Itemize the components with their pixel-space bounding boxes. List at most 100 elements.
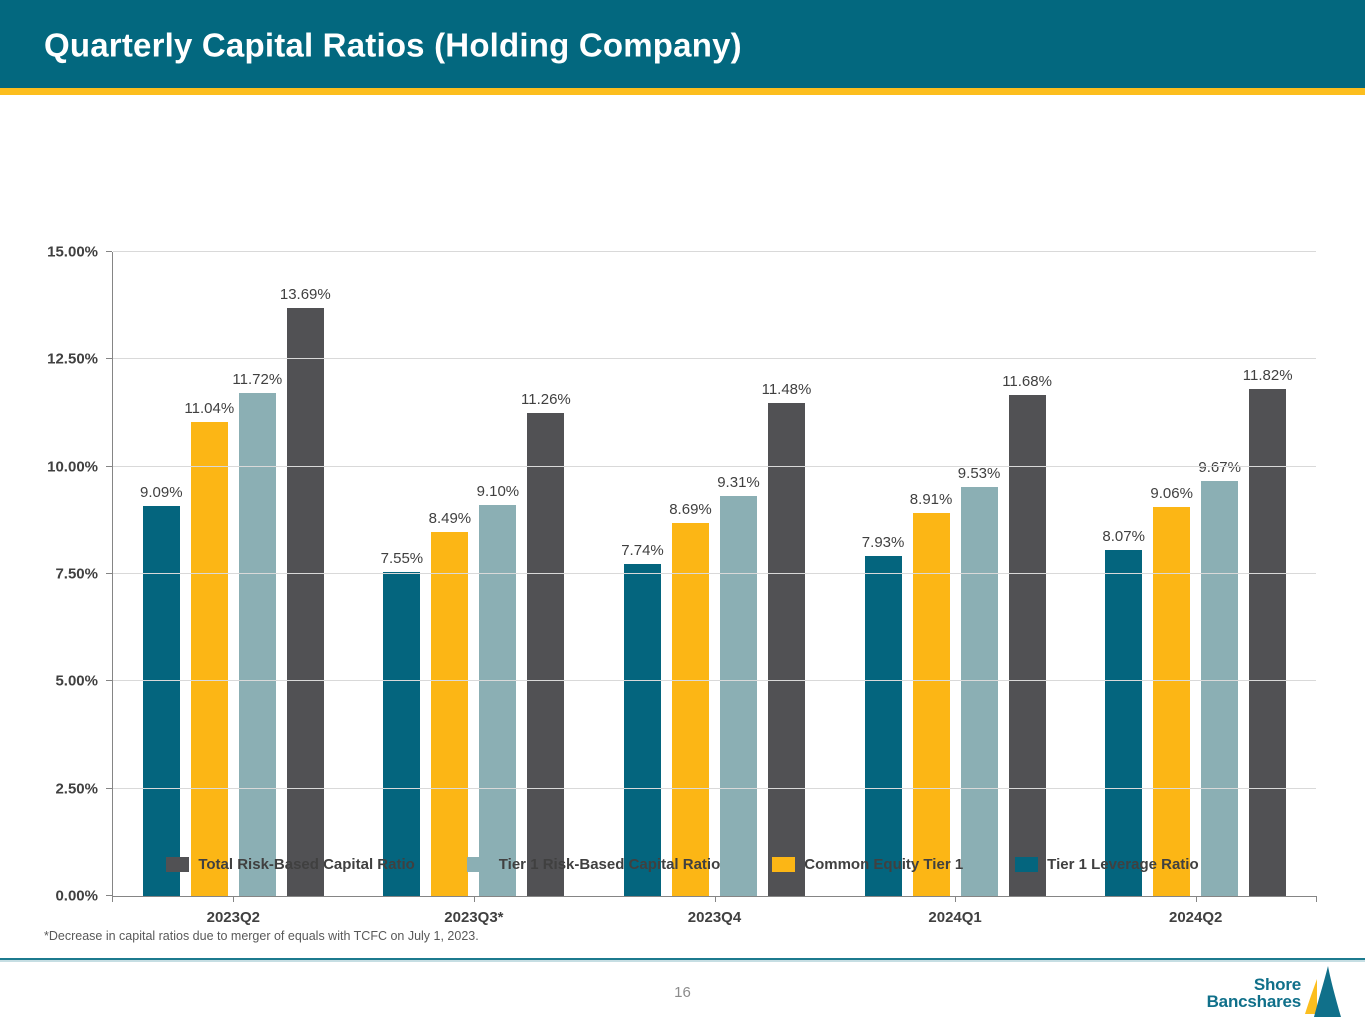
logo-text: Shore Bancshares <box>1206 974 1302 1011</box>
y-axis-tick-label: 0.00% <box>55 887 98 905</box>
chart-legend: Total Risk-Based Capital Ratio Tier 1 Ris… <box>0 856 1365 873</box>
bar: 13.69% <box>280 286 331 896</box>
x-axis-tick <box>1316 896 1317 902</box>
legend-label: Total Risk-Based Capital Ratio <box>198 856 415 873</box>
bar-value-label: 13.69% <box>279 286 331 304</box>
x-axis-tick <box>955 896 957 902</box>
gridline <box>113 251 1316 252</box>
bar-value-label: 11.72% <box>232 370 283 388</box>
legend-label: Tier 1 Leverage Ratio <box>1047 856 1199 873</box>
y-axis-tick <box>106 787 112 789</box>
legend-item: Common Equity Tier 1 <box>772 856 963 873</box>
shore-bancshares-logo: Shore Bancshares <box>1207 966 1343 1020</box>
x-axis-tick <box>473 896 475 902</box>
bar-groups: 9.09% 11.04% 11.72% 13.69% 2023Q2 7.55% 8.49% 9… <box>113 252 1316 926</box>
bar-group: 8.07% 9.06% 9.67% 11.82% 2024Q2 <box>1102 252 1292 926</box>
bar: 11.72% <box>232 371 282 896</box>
gridline <box>113 787 1316 789</box>
bar: 11.68% <box>1002 373 1052 896</box>
legend-swatch <box>466 857 490 872</box>
bar-value-label: 8.07% <box>1102 527 1145 545</box>
bar-group: 7.74% 8.69% 9.31% 11.48% 2023Q4 <box>621 252 811 926</box>
bar-value-label: 11.68% <box>1002 372 1052 390</box>
bar-value-label: 8.91% <box>909 491 953 509</box>
legend-label: Tier 1 Risk-Based Capital Ratio <box>498 856 721 873</box>
bar-value-label: 9.06% <box>1150 485 1193 503</box>
legend-label: Common Equity Tier 1 <box>804 856 964 873</box>
bar: 11.48% <box>762 381 811 896</box>
bar-group: 7.55% 8.49% 9.10% 11.26% 2023Q3* <box>381 252 571 926</box>
bar-value-label: 9.67% <box>1198 458 1241 476</box>
logo-line1: Shore <box>1253 974 1301 994</box>
capital-ratios-bar-chart: 0.00% 2.50% 5.00% 7.50% 10.00% 12.50% 15.00% 9… <box>0 95 1365 955</box>
bar: 8.69% <box>669 501 712 896</box>
x-axis-label: 2023Q2 <box>206 909 260 926</box>
footer-divider <box>0 958 1365 960</box>
x-axis-label: 2024Q1 <box>928 909 982 926</box>
y-axis-tick <box>106 358 112 360</box>
y-axis-tick-label: 2.50% <box>55 780 98 798</box>
bar-value-label: 8.49% <box>428 509 472 527</box>
legend-item: Tier 1 Leverage Ratio <box>1015 856 1199 873</box>
bar: 9.53% <box>958 465 1000 896</box>
bar: 9.67% <box>1198 459 1241 896</box>
bar: 7.93% <box>862 534 904 896</box>
bar: 8.07% <box>1102 528 1145 896</box>
bar: 8.49% <box>429 510 471 896</box>
logo-line2: Bancshares <box>1206 992 1302 1011</box>
bar-value-label: 7.55% <box>380 549 424 567</box>
legend-swatch <box>166 857 190 872</box>
bar-value-label: 11.48% <box>761 381 812 399</box>
page-title: Quarterly Capital Ratios (Holding Compan… <box>44 26 742 64</box>
y-axis-tick <box>106 251 112 252</box>
y-axis-tick-label: 5.00% <box>55 672 98 690</box>
bar-value-label: 11.82% <box>1242 366 1293 384</box>
bar-value-label: 11.04% <box>184 400 235 418</box>
bar: 7.74% <box>621 542 664 896</box>
gridline <box>113 465 1316 467</box>
bar: 9.10% <box>477 483 519 896</box>
y-axis-tick-label: 12.50% <box>47 350 98 368</box>
sailboat-icon <box>1305 966 1341 1017</box>
x-axis-label: 2023Q3* <box>444 909 504 926</box>
y-axis-stub <box>112 896 113 902</box>
bar-value-label: 9.53% <box>957 464 1001 482</box>
y-axis-tick-label: 10.00% <box>47 458 98 476</box>
slide-header: Quarterly Capital Ratios (Holding Compan… <box>0 0 1365 88</box>
gridline <box>113 573 1316 574</box>
gridline <box>113 358 1316 360</box>
y-axis-tick <box>106 465 112 467</box>
bar: 8.91% <box>910 491 952 896</box>
bar-group: 7.93% 8.91% 9.53% 11.68% 2024Q1 <box>862 252 1052 926</box>
x-axis-label: 2023Q4 <box>687 909 742 926</box>
y-axis-tick-label: 15.00% <box>47 243 98 261</box>
bar-value-label: 7.93% <box>861 533 905 551</box>
x-axis-label: 2024Q2 <box>1168 909 1223 926</box>
legend-swatch <box>1015 857 1039 872</box>
gridline <box>113 680 1316 682</box>
footnote: *Decrease in capital ratios due to merge… <box>44 929 479 943</box>
bar-value-label: 8.69% <box>669 500 712 518</box>
bar-value-label: 7.74% <box>621 541 664 559</box>
legend-item: Total Risk-Based Capital Ratio <box>166 856 415 873</box>
legend-swatch <box>772 857 796 872</box>
bar-value-label: 9.10% <box>476 483 520 501</box>
bar-value-label: 9.09% <box>140 483 183 501</box>
page-number: 16 <box>674 984 691 1001</box>
x-axis-tick <box>1195 896 1197 902</box>
y-axis-tick-label: 7.50% <box>55 565 98 583</box>
bar: 11.04% <box>184 400 234 896</box>
bar: 9.06% <box>1150 485 1193 896</box>
bar: 9.09% <box>140 484 183 896</box>
bar: 7.55% <box>381 550 423 896</box>
header-accent-stripe <box>0 88 1365 95</box>
bar: 9.31% <box>717 474 760 896</box>
x-axis-tick <box>714 896 716 902</box>
y-axis-tick <box>106 895 112 896</box>
bar: 11.26% <box>521 391 571 896</box>
y-axis-tick <box>106 573 112 574</box>
bar-group: 9.09% 11.04% 11.72% 13.69% 2023Q2 <box>140 252 331 926</box>
bar-value-label: 9.31% <box>717 474 760 492</box>
legend-item: Tier 1 Risk-Based Capital Ratio <box>466 856 721 873</box>
